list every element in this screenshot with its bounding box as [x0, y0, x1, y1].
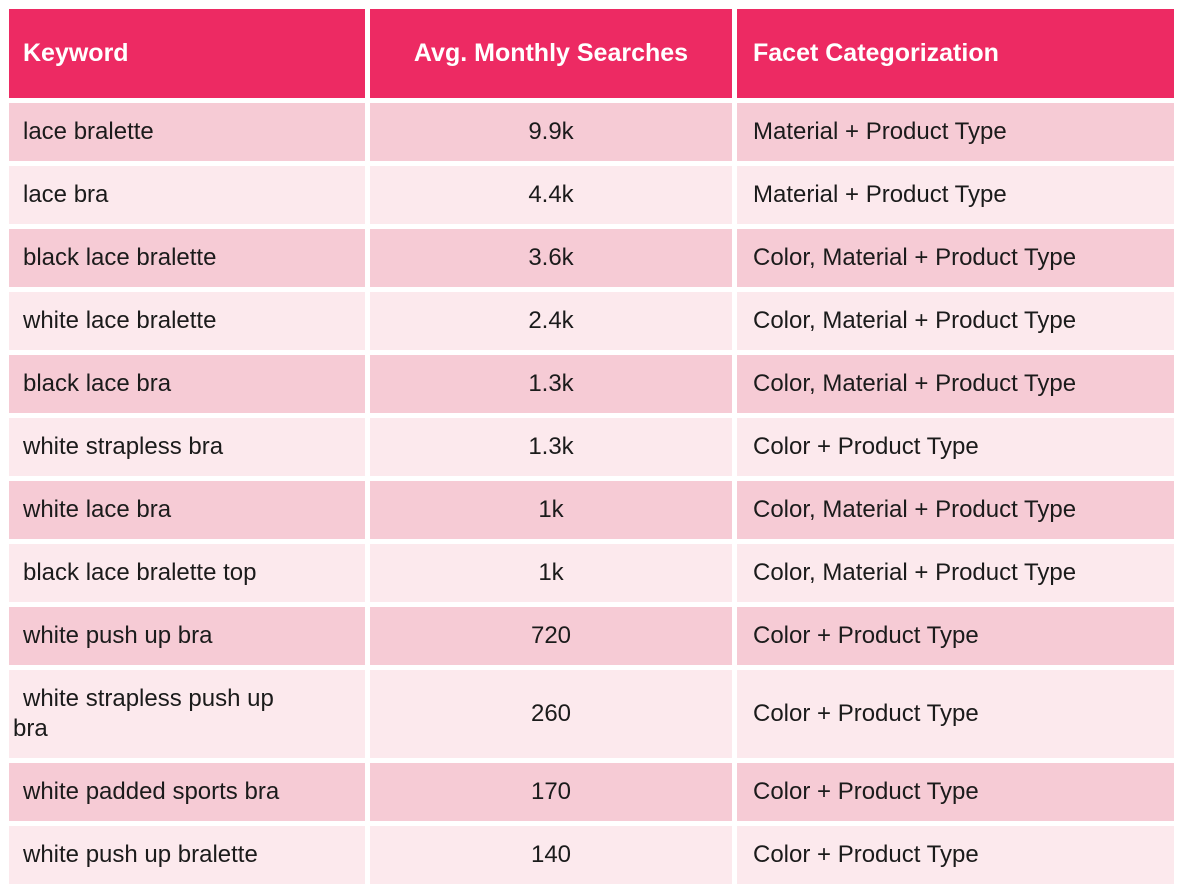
keyword-cell: white push up bralette — [9, 826, 365, 885]
table-row: black lace bralette top 1k Color, Materi… — [9, 544, 1174, 603]
searches-cell: 4.4k — [370, 166, 732, 225]
facet-cell: Material + Product Type — [737, 166, 1174, 225]
table-row: white strapless bra 1.3k Color + Product… — [9, 418, 1174, 477]
table-row: white push up bra 720 Color + Product Ty… — [9, 607, 1174, 666]
keyword-cell: white lace bra — [9, 481, 365, 540]
table-row: black lace bra 1.3k Color, Material + Pr… — [9, 355, 1174, 414]
facet-cell: Color + Product Type — [737, 763, 1174, 822]
searches-cell: 2.4k — [370, 292, 732, 351]
searches-cell: 720 — [370, 607, 732, 666]
facet-cell: Color, Material + Product Type — [737, 229, 1174, 288]
keyword-cell: lace bra — [9, 166, 365, 225]
column-header-facet-categorization: Facet Categorization — [737, 9, 1174, 99]
keyword-cell: white strapless bra — [9, 418, 365, 477]
facet-cell: Color, Material + Product Type — [737, 481, 1174, 540]
table-row: lace bralette 9.9k Material + Product Ty… — [9, 103, 1174, 162]
column-header-avg-monthly-searches: Avg. Monthly Searches — [370, 9, 732, 99]
searches-cell: 1.3k — [370, 355, 732, 414]
keyword-cell: white lace bralette — [9, 292, 365, 351]
facet-cell: Color, Material + Product Type — [737, 544, 1174, 603]
keyword-cell: white push up bra — [9, 607, 365, 666]
table-row: white padded sports bra 170 Color + Prod… — [9, 763, 1174, 822]
keyword-cell: black lace bralette — [9, 229, 365, 288]
keyword-cell: white strapless push up bra — [9, 670, 365, 759]
facet-cell: Color + Product Type — [737, 607, 1174, 666]
searches-cell: 260 — [370, 670, 732, 759]
facet-cell: Color, Material + Product Type — [737, 355, 1174, 414]
searches-cell: 170 — [370, 763, 732, 822]
facet-cell: Color + Product Type — [737, 826, 1174, 885]
table-row: white lace bralette 2.4k Color, Material… — [9, 292, 1174, 351]
table-body: lace bralette 9.9k Material + Product Ty… — [9, 103, 1174, 885]
keyword-cell: black lace bra — [9, 355, 365, 414]
table-row: lace bra 4.4k Material + Product Type — [9, 166, 1174, 225]
keyword-research-table: Keyword Avg. Monthly Searches Facet Cate… — [4, 4, 1179, 889]
keyword-cell: black lace bralette top — [9, 544, 365, 603]
keyword-cell: lace bralette — [9, 103, 365, 162]
searches-cell: 1.3k — [370, 418, 732, 477]
table-row: black lace bralette 3.6k Color, Material… — [9, 229, 1174, 288]
facet-cell: Color + Product Type — [737, 670, 1174, 759]
searches-cell: 1k — [370, 481, 732, 540]
keyword-cell: white padded sports bra — [9, 763, 365, 822]
table-row: white push up bralette 140 Color + Produ… — [9, 826, 1174, 885]
facet-cell: Color + Product Type — [737, 418, 1174, 477]
searches-cell: 3.6k — [370, 229, 732, 288]
column-header-keyword: Keyword — [9, 9, 365, 99]
table-row: white strapless push up bra 260 Color + … — [9, 670, 1174, 759]
searches-cell: 1k — [370, 544, 732, 603]
header-row: Keyword Avg. Monthly Searches Facet Cate… — [9, 9, 1174, 99]
searches-cell: 9.9k — [370, 103, 732, 162]
table-row: white lace bra 1k Color, Material + Prod… — [9, 481, 1174, 540]
searches-cell: 140 — [370, 826, 732, 885]
facet-cell: Color, Material + Product Type — [737, 292, 1174, 351]
facet-cell: Material + Product Type — [737, 103, 1174, 162]
